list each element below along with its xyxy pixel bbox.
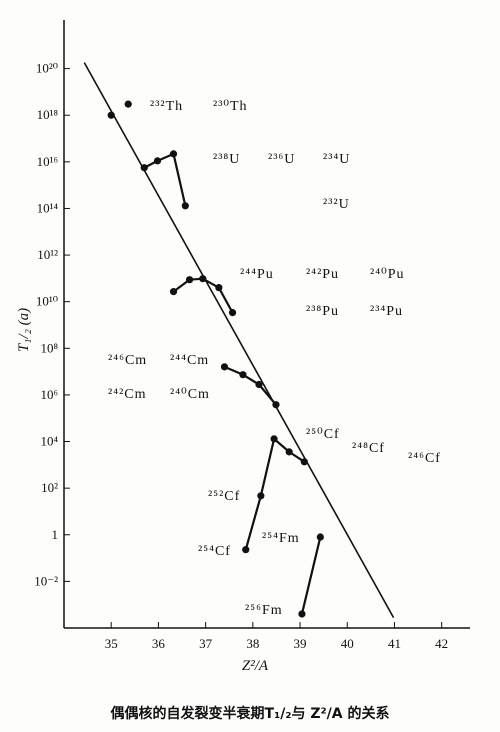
y-tick-label: 1	[52, 527, 59, 542]
y-tick-label: 10¹⁴	[37, 200, 59, 215]
point	[124, 100, 132, 108]
point	[270, 435, 278, 443]
isotope-label: ²³⁸Pu	[306, 304, 339, 319]
x-tick-label: 38	[246, 636, 259, 651]
x-tick-label: 40	[341, 636, 354, 651]
isotope-label: ²⁴⁶Cm	[108, 353, 147, 368]
caption: 偶偶核的自发裂变半衰期T₁/₂与 Z²/A 的关系	[111, 705, 390, 722]
curve	[143, 152, 187, 207]
point	[169, 150, 178, 158]
isotope-label: ²⁴⁶Cf	[408, 451, 441, 466]
point	[153, 157, 162, 165]
point	[242, 546, 250, 554]
point	[239, 371, 247, 379]
isotope-label: ²⁴²Cm	[108, 387, 147, 402]
isotope-label: ²⁵⁴Fm	[262, 531, 300, 546]
curve	[172, 277, 234, 314]
y-tick-label: 10⁶	[40, 387, 58, 402]
point	[316, 533, 324, 541]
y-tick-label: 10¹⁶	[37, 154, 58, 169]
y-tick-label: 10²⁰	[36, 61, 58, 76]
isotope-label: ²⁵²Cf	[208, 489, 240, 504]
point	[107, 111, 115, 119]
curve	[300, 536, 322, 615]
x-tick-label: 41	[388, 636, 401, 651]
isotope-label: ²⁵⁴Cf	[198, 544, 231, 559]
point	[300, 458, 308, 466]
y-tick-label: 10⁴	[40, 434, 58, 449]
curve	[224, 365, 277, 406]
y-tick-label: 10¹⁸	[37, 107, 59, 122]
isotope-label: ²⁴²Pu	[306, 267, 339, 282]
isotope-label: ²³⁸U	[213, 152, 240, 167]
y-tick-label: 10⁸	[40, 340, 58, 355]
isotope-label: ²³⁴Pu	[370, 304, 403, 319]
y-tick-label: 10¹²	[37, 247, 58, 262]
isotope-label: ²⁴⁰Cm	[170, 387, 210, 402]
isotope-label: ²⁴⁴Cm	[170, 353, 209, 368]
isotope-label: ²⁴⁴Pu	[240, 267, 274, 282]
x-tick-label: 39	[294, 636, 307, 651]
point	[255, 380, 263, 389]
y-tick-label: 10²	[41, 480, 58, 495]
fit-line	[83, 62, 395, 618]
point	[272, 401, 280, 409]
y-tick-label: 10¹⁰	[36, 294, 58, 309]
point	[185, 276, 194, 284]
point	[140, 164, 148, 172]
isotope-label: ²⁵⁶Fm	[245, 603, 283, 618]
point	[220, 363, 229, 371]
y-tick-label: 10⁻²	[34, 573, 58, 588]
isotope-label: ²⁴⁸Cf	[352, 441, 385, 456]
isotope-label: ²³⁰Th	[213, 99, 248, 114]
isotope-label: ²³⁶U	[268, 152, 295, 167]
point	[285, 448, 293, 456]
isotope-label: ²³²Th	[150, 99, 183, 114]
x-tick-label: 42	[435, 636, 448, 651]
isotope-label: ²³⁴U	[323, 152, 350, 167]
isotope-label: ²⁵⁰Cf	[306, 427, 340, 442]
x-tick-label: 36	[152, 636, 166, 651]
point	[257, 492, 265, 500]
point	[215, 284, 223, 292]
point	[199, 275, 207, 283]
point	[298, 610, 306, 618]
x-tick-label: 37	[199, 636, 213, 651]
isotope-label: ²⁴⁰Pu	[370, 267, 404, 282]
x-axis-title: Z²/A	[242, 658, 269, 674]
isotope-label: ²³²U	[323, 197, 350, 212]
x-tick-label: 35	[105, 636, 118, 651]
point	[228, 309, 237, 317]
point	[169, 288, 178, 296]
y-axis-title: T₁/₂ (a)	[16, 308, 32, 352]
point	[181, 202, 189, 210]
